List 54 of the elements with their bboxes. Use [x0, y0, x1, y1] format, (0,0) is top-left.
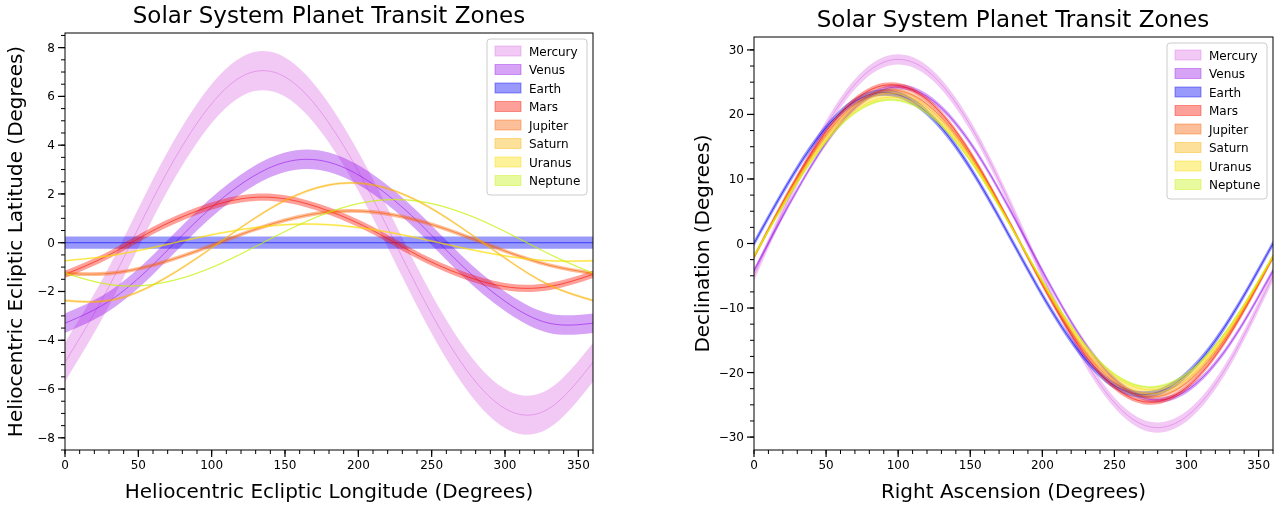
legend-label: Mars [529, 100, 558, 114]
x-tick-label: 100 [886, 458, 910, 472]
y-tick-label: 4 [47, 138, 55, 153]
legend-label: Uranus [1209, 159, 1252, 174]
x-tick-label: 50 [818, 458, 834, 472]
y-tick-label: 0 [736, 236, 744, 251]
legend-label: Saturn [529, 137, 569, 151]
x-tick-label: 200 [346, 458, 370, 472]
chart-title: Solar System Planet Transit Zones [132, 2, 526, 28]
y-tick-label: 2 [47, 186, 55, 201]
y-tick-label: −8 [37, 430, 55, 445]
x-tick-label: 300 [1175, 458, 1198, 472]
legend-label: Jupiter [528, 118, 569, 133]
x-tick-label: 300 [493, 458, 517, 472]
y-tick-label: −20 [718, 365, 744, 380]
legend-label: Neptune [529, 174, 581, 188]
legend-label: Uranus [529, 155, 572, 170]
legend-label: Venus [529, 63, 566, 77]
x-tick-label: 50 [130, 458, 146, 472]
legend-label: Earth [1209, 85, 1242, 100]
chart-title: Solar System Planet Transit Zones [816, 6, 1210, 32]
y-axis-title: Heliocentric Ecliptic Latitude (Degrees) [3, 45, 27, 438]
x-tick-label: 150 [273, 458, 297, 472]
y-tick-label: 30 [728, 42, 744, 57]
legend-label: Earth [529, 81, 562, 96]
y-axis-title: Declination (Degrees) [690, 134, 714, 353]
x-tick-label: 100 [200, 458, 224, 472]
x-tick-label: 350 [566, 458, 590, 472]
x-axis-title: Heliocentric Ecliptic Longitude (Degrees) [124, 479, 534, 503]
y-tick-label: −2 [37, 284, 55, 299]
y-tick-label: −4 [37, 333, 55, 348]
y-tick-label: −6 [37, 382, 55, 397]
x-axis-title: Right Ascension (Degrees) [880, 479, 1147, 503]
y-tick-label: 20 [728, 107, 744, 122]
legend-label: Saturn [1209, 141, 1249, 155]
legend-label: Mars [1209, 104, 1238, 118]
x-tick-label: 0 [750, 458, 758, 472]
y-tick-label: 0 [47, 235, 55, 250]
legend-label: Mercury [529, 44, 578, 59]
y-tick-label: −10 [718, 301, 744, 316]
x-tick-label: 250 [1102, 458, 1126, 472]
x-tick-label: 200 [1030, 458, 1054, 472]
x-tick-label: 150 [958, 458, 982, 472]
y-tick-label: 8 [47, 40, 55, 55]
legend-label: Venus [1209, 67, 1246, 81]
legend-label: Jupiter [1208, 122, 1249, 137]
legend-label: Mercury [1209, 48, 1258, 63]
y-tick-label: 6 [47, 89, 55, 104]
x-tick-label: 250 [420, 458, 444, 472]
legend-label: Neptune [1209, 178, 1261, 192]
x-tick-label: 350 [1247, 458, 1271, 472]
y-tick-label: −30 [718, 430, 744, 445]
x-tick-label: 0 [61, 458, 69, 472]
y-tick-label: 10 [728, 171, 744, 186]
